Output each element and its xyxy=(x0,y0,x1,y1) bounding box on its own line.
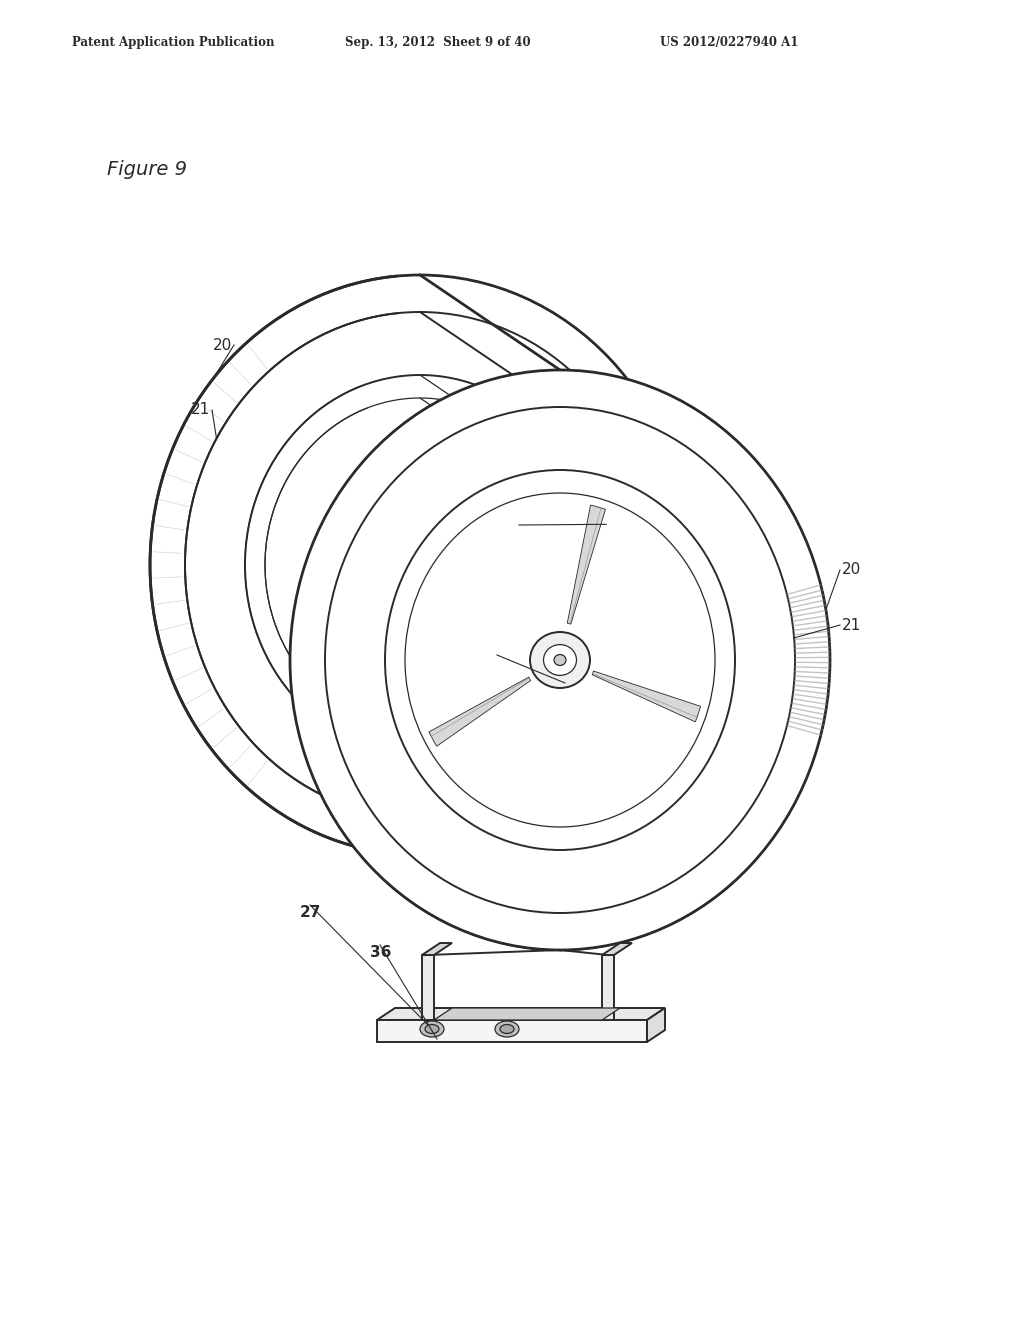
Ellipse shape xyxy=(530,632,590,688)
Text: 21: 21 xyxy=(842,618,861,632)
Ellipse shape xyxy=(406,492,715,828)
Ellipse shape xyxy=(265,399,575,733)
Text: US 2012/0227940 A1: US 2012/0227940 A1 xyxy=(660,36,799,49)
Polygon shape xyxy=(422,954,434,1020)
Polygon shape xyxy=(377,1008,665,1020)
Text: 26: 26 xyxy=(520,517,540,532)
Polygon shape xyxy=(602,942,632,954)
Polygon shape xyxy=(592,671,700,722)
Ellipse shape xyxy=(420,1020,444,1038)
Ellipse shape xyxy=(290,370,830,950)
Ellipse shape xyxy=(554,655,566,665)
Text: Figure 9: Figure 9 xyxy=(106,160,187,180)
Ellipse shape xyxy=(495,1020,519,1038)
Text: 20: 20 xyxy=(842,562,861,578)
Ellipse shape xyxy=(544,644,577,676)
Text: 21: 21 xyxy=(190,403,210,417)
Ellipse shape xyxy=(385,470,735,850)
Ellipse shape xyxy=(245,375,595,755)
Polygon shape xyxy=(422,942,452,954)
Ellipse shape xyxy=(425,1024,439,1034)
Text: Patent Application Publication: Patent Application Publication xyxy=(72,36,274,49)
Ellipse shape xyxy=(185,312,655,818)
Text: 22: 22 xyxy=(498,648,517,663)
Polygon shape xyxy=(377,1020,647,1041)
Polygon shape xyxy=(647,1008,665,1041)
Ellipse shape xyxy=(500,1024,514,1034)
Polygon shape xyxy=(434,1008,620,1020)
Ellipse shape xyxy=(325,407,795,913)
Polygon shape xyxy=(602,954,614,1020)
Polygon shape xyxy=(429,677,530,746)
Text: 27: 27 xyxy=(300,906,322,920)
Text: Sep. 13, 2012  Sheet 9 of 40: Sep. 13, 2012 Sheet 9 of 40 xyxy=(345,36,530,49)
Ellipse shape xyxy=(150,275,690,855)
Text: 36: 36 xyxy=(370,945,391,960)
Polygon shape xyxy=(567,506,605,624)
Text: 20: 20 xyxy=(213,338,232,352)
